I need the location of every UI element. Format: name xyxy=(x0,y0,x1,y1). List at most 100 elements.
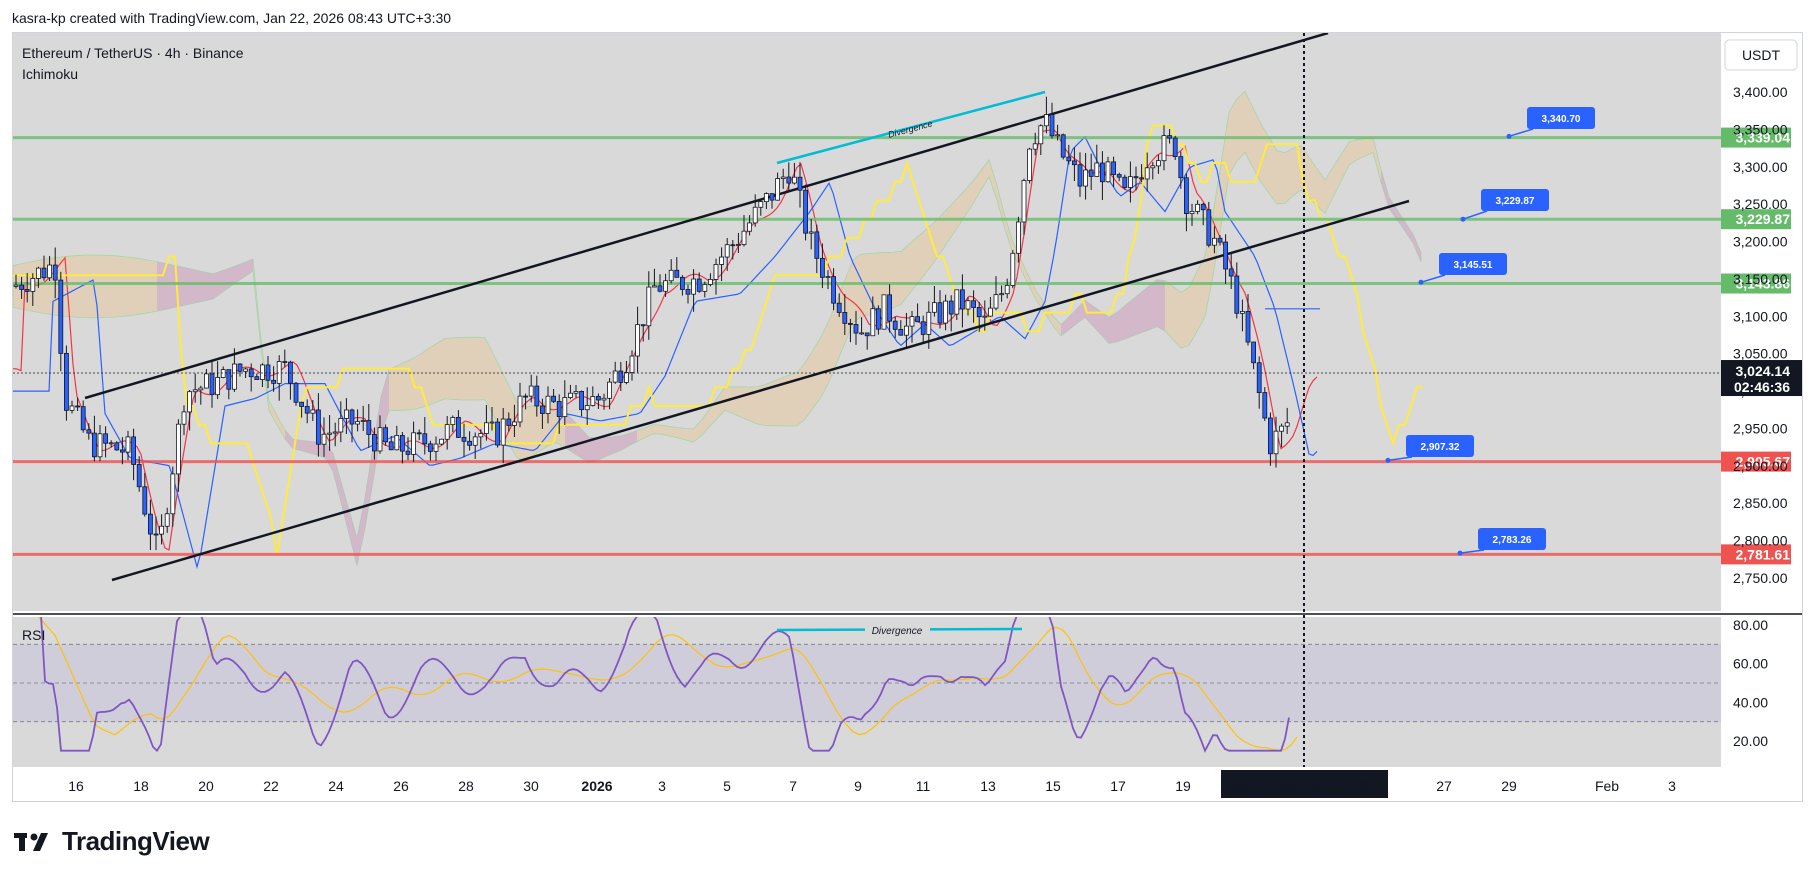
callout-box xyxy=(1527,107,1595,129)
candle-up xyxy=(741,230,747,245)
candle-up xyxy=(512,421,517,426)
price-tick: 3,400.00 xyxy=(1733,84,1788,100)
candle-up xyxy=(758,201,764,208)
time-tick: 3 xyxy=(1668,778,1676,794)
candle-down xyxy=(1251,341,1256,364)
candle-down xyxy=(1139,177,1144,180)
candle-up xyxy=(1032,143,1038,150)
candle-up xyxy=(1156,160,1161,167)
candle-down xyxy=(349,409,355,425)
time-tick: 27 xyxy=(1436,778,1452,794)
candle-down xyxy=(797,176,803,191)
candle-down xyxy=(1206,209,1212,246)
candle-down xyxy=(209,373,215,396)
tradingview-logo[interactable]: TradingView xyxy=(14,826,210,857)
ichimoku-cloud xyxy=(13,90,1422,566)
candle-down xyxy=(114,442,120,451)
price-callouts[interactable]: 3,340.70 3,229.87 3,145.51 2,907.32 2,783.26 xyxy=(1385,107,1596,556)
time-tick: 7 xyxy=(789,778,797,794)
candle-up xyxy=(411,432,417,455)
candle-down xyxy=(1228,268,1234,277)
candle-down xyxy=(282,361,288,363)
candle-up xyxy=(652,285,657,288)
candle-down xyxy=(803,189,808,234)
time-tick: 3 xyxy=(658,778,666,794)
candle-up xyxy=(220,369,226,378)
time-tick: 11 xyxy=(916,778,931,794)
time-tick: 28 xyxy=(458,778,474,794)
candle-down xyxy=(657,285,663,292)
callout-label: 3,145.51 xyxy=(1454,260,1493,271)
candle-up xyxy=(668,269,674,282)
candle-down xyxy=(75,405,80,408)
candle-up xyxy=(870,308,876,337)
candle-up xyxy=(1284,422,1290,427)
main-pane-background xyxy=(13,33,1721,611)
candle-up xyxy=(780,176,786,179)
candle-up xyxy=(1279,425,1284,432)
candle-down xyxy=(618,370,624,383)
candle-down xyxy=(540,405,545,414)
callout-anchor xyxy=(1506,133,1512,139)
level-tag-text: 3,229.87 xyxy=(1736,211,1791,227)
candle-up xyxy=(483,422,489,434)
candle-up xyxy=(993,294,999,309)
candle-down xyxy=(64,352,69,411)
level-tag-text: 2,781.61 xyxy=(1736,546,1791,562)
current-price-value: 3,024.14 xyxy=(1736,363,1791,379)
candle-up xyxy=(394,435,400,451)
candle-up xyxy=(360,420,366,422)
channel-upper-line xyxy=(84,33,1329,400)
candle-down xyxy=(383,427,389,443)
candle-up xyxy=(1189,211,1195,215)
channel-lower-line xyxy=(111,199,1410,582)
candle-down xyxy=(937,302,943,324)
candle-up xyxy=(612,370,618,383)
candle-up xyxy=(327,432,333,435)
candle-down xyxy=(147,513,153,535)
cursor-time-date: Thu 22 Jan '26 xyxy=(1230,778,1322,794)
callout-label: 3,229.87 xyxy=(1496,196,1535,207)
price-tick: 2,750.00 xyxy=(1733,570,1788,586)
candle-up xyxy=(1021,180,1027,223)
candle-down xyxy=(315,409,321,445)
cloud-bear-area xyxy=(1061,279,1165,344)
candle-down xyxy=(1223,241,1228,270)
candle-down xyxy=(1268,417,1273,455)
candle-down xyxy=(1066,156,1072,162)
candle-down xyxy=(786,176,792,184)
time-tick: 24 xyxy=(328,778,344,794)
ascending-channel[interactable] xyxy=(84,33,1410,582)
horizontal-levels[interactable]: 3,339.04 3,229.87 3,143.86 2,905.67 2,781.61 xyxy=(13,127,1791,565)
candle-up xyxy=(629,355,635,373)
price-tick: 3,050.00 xyxy=(1733,346,1788,362)
time-tick: 5 xyxy=(723,778,731,794)
candle-down xyxy=(1184,177,1189,215)
level-tag-text: 3,143.86 xyxy=(1736,276,1791,292)
tradingview-brand: TradingView xyxy=(62,826,210,856)
candle-down xyxy=(52,264,58,281)
candle-up xyxy=(1150,165,1156,169)
candle-up xyxy=(764,193,769,203)
callout-box xyxy=(1481,189,1549,211)
level-tag xyxy=(1721,273,1791,294)
candle-up xyxy=(691,278,696,295)
candle-down xyxy=(1060,134,1066,158)
candle-down xyxy=(366,420,372,435)
candle-up xyxy=(601,397,607,401)
candle-up xyxy=(517,395,523,423)
candle-up xyxy=(1055,134,1060,137)
senkou-yellow-line xyxy=(13,124,1423,556)
candle-down xyxy=(1217,237,1223,243)
candle-up xyxy=(702,284,708,292)
currency-button-label: USDT xyxy=(1742,47,1781,63)
candle-down xyxy=(405,450,411,455)
cloud-bear-area xyxy=(565,411,637,463)
candle-down xyxy=(887,294,892,322)
candle-up xyxy=(181,411,187,425)
candle-down xyxy=(685,289,691,295)
candle-down xyxy=(19,284,25,290)
candle-up xyxy=(108,442,114,445)
candle-up xyxy=(568,392,573,398)
